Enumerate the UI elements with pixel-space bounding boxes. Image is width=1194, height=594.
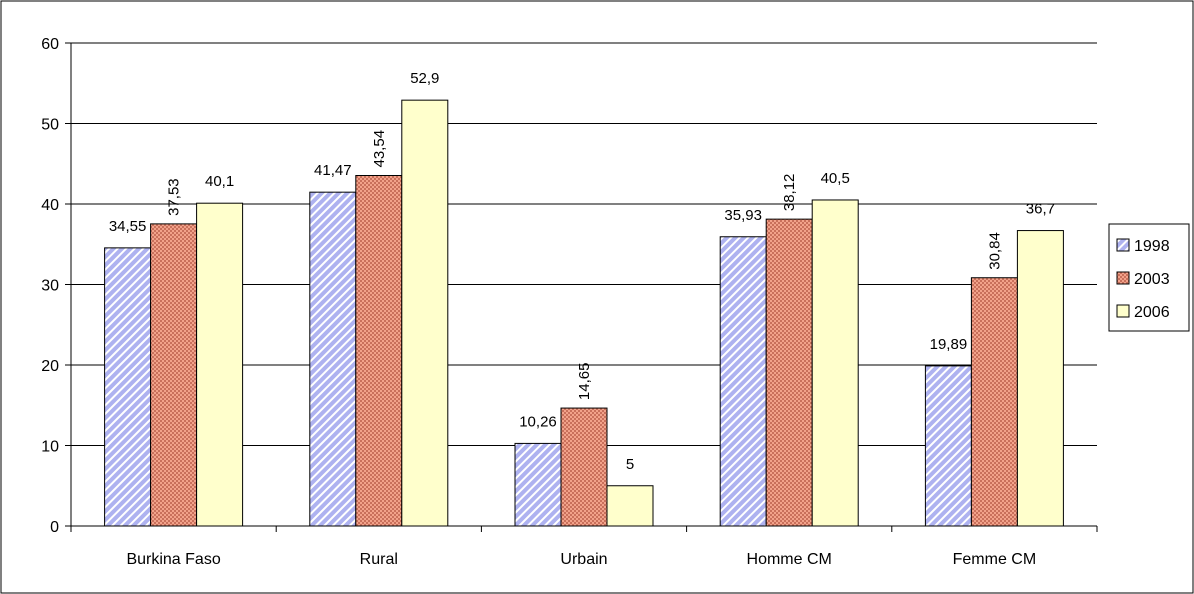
bar-1998-3 xyxy=(719,236,767,527)
bar-1998-2 xyxy=(514,442,562,527)
bar-2006-3 xyxy=(811,199,859,527)
bar-2006-4 xyxy=(1016,230,1064,527)
y-tick-label-10: 10 xyxy=(41,439,59,456)
data-label-1998-4: 19,89 xyxy=(930,336,968,353)
data-label-2006-4: 36,7 xyxy=(1026,201,1055,218)
data-label-2003-4: 30,84 xyxy=(986,232,1003,270)
bar-1998-1 xyxy=(309,191,357,527)
data-label-2003-3: 38,12 xyxy=(781,174,798,212)
bar-1998-4 xyxy=(924,365,972,527)
legend-swatch-1998 xyxy=(1116,238,1130,252)
legend-swatch-2003 xyxy=(1116,271,1130,285)
bar-2003-3 xyxy=(765,218,813,527)
data-labels: 34,55 37,53 40,1 41,47 43,54 52,9 10,26 14,65 5 3… xyxy=(109,70,1055,473)
data-label-1998-2: 10,26 xyxy=(519,413,557,430)
y-tick-label-30: 30 xyxy=(41,278,59,295)
bar-2003-0 xyxy=(150,223,198,527)
bar-1998-0 xyxy=(104,247,152,527)
y-tick-label-40: 40 xyxy=(41,197,59,214)
y-tick-label-0: 0 xyxy=(50,519,59,536)
data-label-2003-2: 14,65 xyxy=(576,363,593,401)
legend-swatch-2006 xyxy=(1116,304,1130,318)
x-tick-label-3: Homme CM xyxy=(747,551,832,568)
data-label-1998-0: 34,55 xyxy=(109,218,147,235)
data-label-1998-1: 41,47 xyxy=(314,162,352,179)
data-label-1998-3: 35,93 xyxy=(724,207,762,224)
x-tick-label-2: Urbain xyxy=(560,551,607,568)
legend-label-2003: 2003 xyxy=(1134,271,1170,288)
data-label-2006-1: 52,9 xyxy=(410,70,439,87)
legend: 1998 2003 2006 xyxy=(1108,223,1190,332)
legend-label-2006: 2006 xyxy=(1134,304,1170,321)
x-tick-label-1: Rural xyxy=(360,551,398,568)
bar-2003-2 xyxy=(560,407,608,527)
y-tick-label-50: 50 xyxy=(41,117,59,134)
bar-2006-1 xyxy=(401,99,449,527)
y-tick-label-20: 20 xyxy=(41,358,59,375)
bar-2003-4 xyxy=(970,277,1018,527)
data-label-2006-3: 40,5 xyxy=(821,170,850,187)
x-tick-label-4: Femme CM xyxy=(953,551,1037,568)
data-label-2003-0: 37,53 xyxy=(166,178,183,216)
bar-2006-0 xyxy=(196,202,244,527)
data-label-2006-2: 5 xyxy=(626,456,634,473)
data-label-2003-1: 43,54 xyxy=(371,130,388,168)
y-tick-label-60: 60 xyxy=(41,36,59,53)
bars xyxy=(104,99,1064,527)
x-tick-label-0: Burkina Faso xyxy=(126,551,220,568)
legend-label-1998: 1998 xyxy=(1134,238,1170,255)
bar-2003-1 xyxy=(355,175,403,527)
bar-2006-2 xyxy=(606,485,654,527)
data-label-2006-0: 40,1 xyxy=(205,173,234,190)
